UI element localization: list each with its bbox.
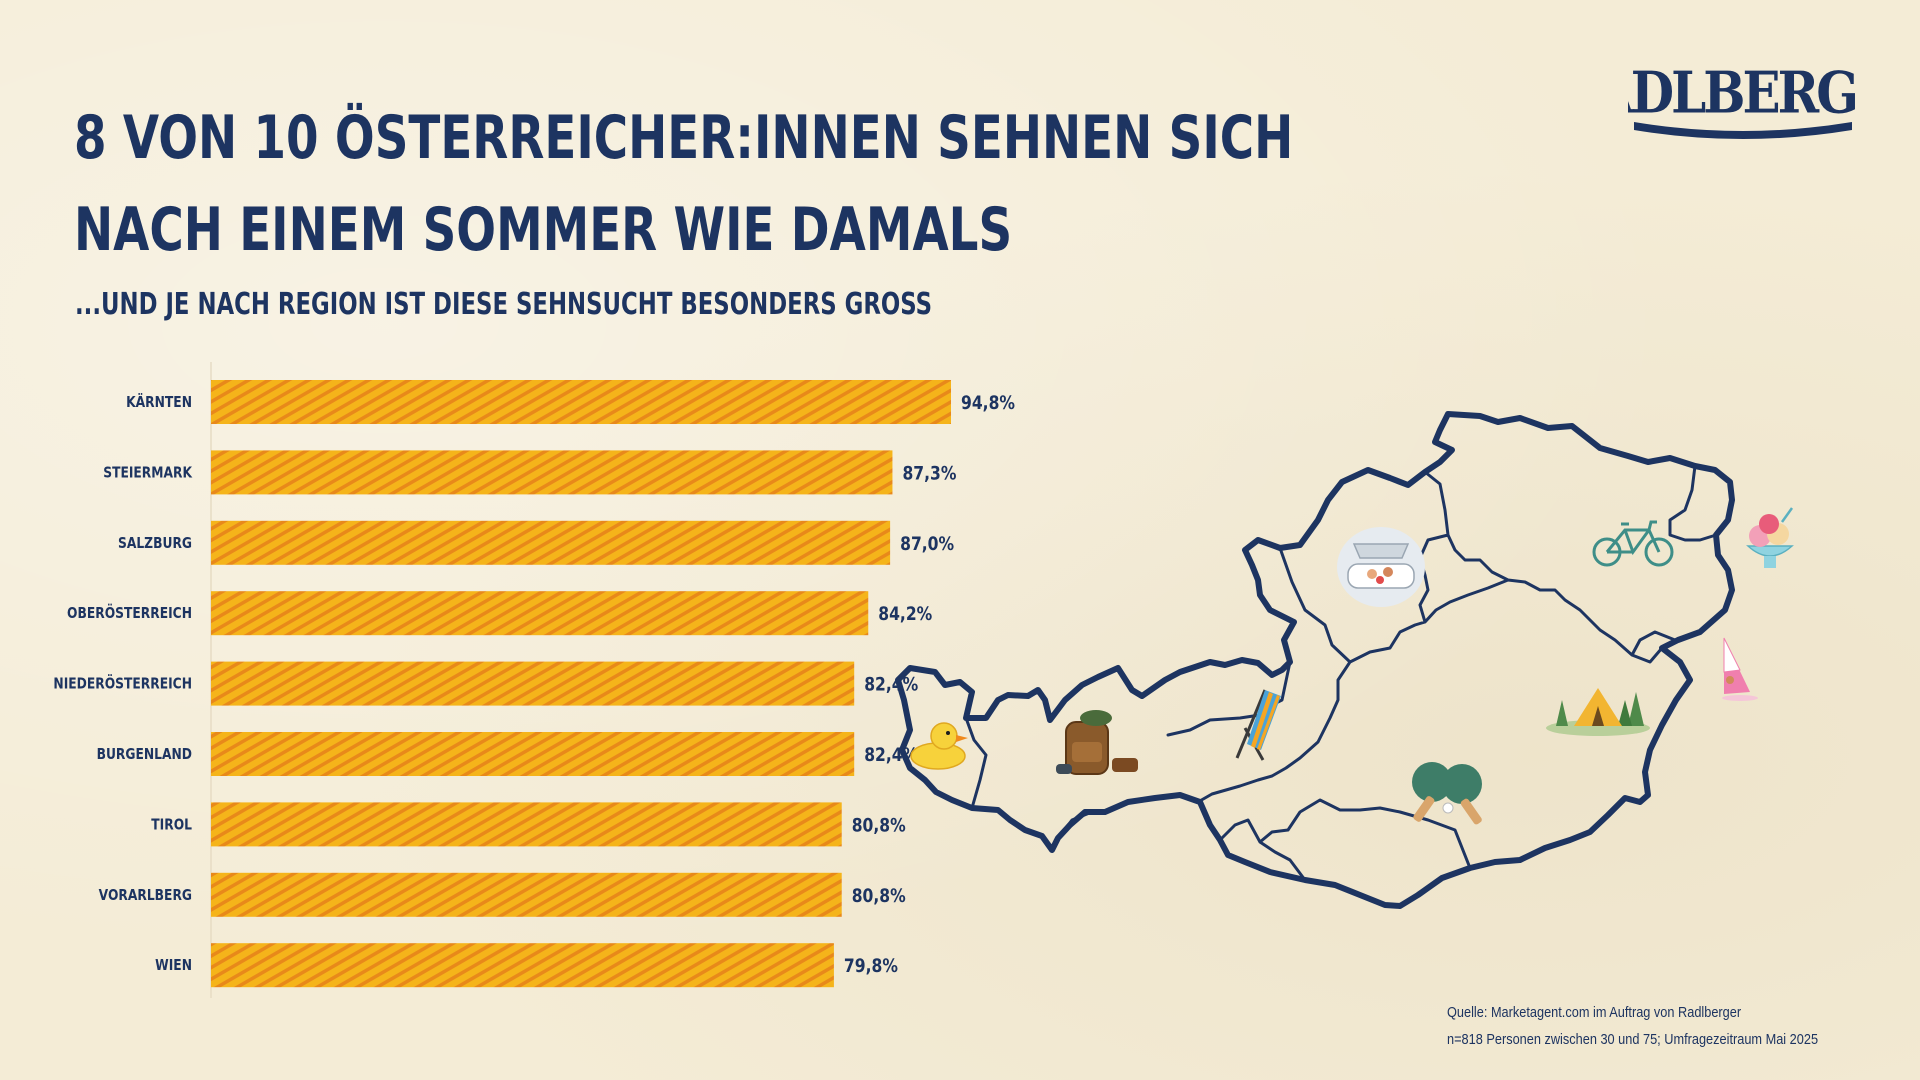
bars-layer: KÄRNTEN 94,8% STEIERMARK 87,3% SALZBURG 87,0%… (53, 380, 1015, 988)
value-label: 80,8% (852, 885, 906, 907)
region-borders (964, 464, 1718, 882)
value-label: 87,0% (900, 533, 954, 555)
category-label: TIROL (151, 816, 192, 833)
value-label: 79,8% (844, 956, 898, 978)
category-label: KÄRNTEN (126, 393, 192, 412)
rubber-duck-icon (910, 722, 968, 770)
category-label: SALZBURG (118, 535, 192, 552)
bar (211, 520, 891, 565)
bar (211, 380, 951, 424)
bar (211, 943, 834, 988)
logo-text: RADLBERGER (1628, 58, 1858, 126)
backpack-icon (1056, 710, 1138, 775)
value-label: 82,4% (864, 674, 918, 696)
category-label: BURGENLAND (97, 746, 192, 763)
value-label: 94,8% (961, 393, 1015, 415)
deck-chair-icon (1235, 689, 1281, 761)
table-tennis-icon (1412, 762, 1482, 825)
bar (211, 872, 842, 917)
value-label: 84,2% (878, 604, 932, 626)
bicycle-icon (1592, 520, 1674, 567)
category-label: OBERÖSTERREICH (67, 603, 192, 623)
bar (211, 732, 855, 776)
bar (211, 661, 855, 706)
title-line-1: 8 VON 10 ÖSTERREICHER:INNEN SEHNEN SICH (74, 103, 1294, 173)
source-line-2: n=818 Personen zwischen 30 und 75; Umfra… (1447, 1031, 1819, 1048)
category-label: STEIERMARK (103, 464, 193, 481)
tent-icon (1546, 688, 1650, 736)
ice-cream-icon (1746, 507, 1794, 568)
page-title: 8 VON 10 ÖSTERREICHER:INNEN SEHNEN SICH … (74, 92, 1294, 276)
page-subtitle: ...UND JE NACH REGION IST DIESE SEHNSUCH… (75, 287, 933, 322)
bar (211, 450, 893, 495)
austria-map (895, 411, 1794, 909)
austria-outline (895, 411, 1735, 909)
title-line-2: NACH EINEM SOMMER WIE DAMALS (74, 195, 1013, 265)
source-note: Quelle: Marketagent.com im Auftrag von R… (1447, 999, 1818, 1053)
value-label: 80,8% (852, 815, 906, 837)
bar-chart: KÄRNTEN 94,8% STEIERMARK 87,3% SALZBURG 87,0%… (53, 362, 1015, 998)
category-label: WIEN (155, 957, 192, 974)
bar (211, 802, 842, 847)
category-label: VORARLBERG (99, 887, 192, 904)
radlberger-logo: RADLBERGER (1628, 58, 1858, 139)
bar (211, 591, 869, 636)
boat-icon (1337, 527, 1425, 607)
category-label: NIEDERÖSTERREICH (53, 673, 192, 693)
windsurf-icon (1722, 637, 1758, 701)
source-line-1: Quelle: Marketagent.com im Auftrag von R… (1447, 1004, 1742, 1021)
value-label: 87,3% (902, 463, 956, 485)
